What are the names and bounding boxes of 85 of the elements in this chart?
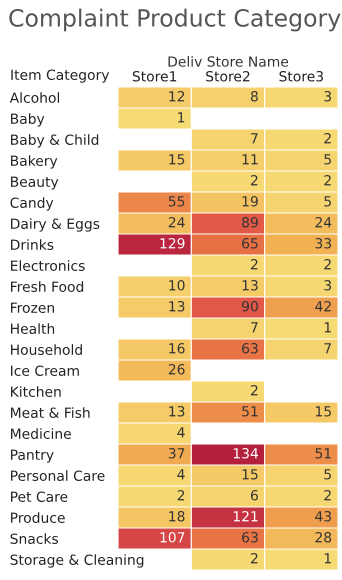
data-label: 51	[242, 406, 258, 417]
data-label: 3	[324, 280, 332, 291]
data-label: 63	[242, 532, 258, 543]
data-label: 1	[178, 112, 184, 122]
x-tick-label: Store3	[279, 71, 323, 82]
data-label: 11	[242, 154, 258, 164]
data-label: 13	[169, 301, 184, 312]
data-label: 51	[316, 448, 331, 459]
data-label: 65	[242, 238, 258, 249]
data-label: 5	[324, 469, 331, 480]
x-tick-label: Store1	[132, 71, 176, 82]
data-label: 37	[168, 448, 184, 459]
data-label: 5	[324, 196, 331, 207]
y-tick-label: Personal Care	[11, 470, 105, 481]
y-tick-label: Frozen	[11, 302, 54, 313]
y-tick-label: Snacks	[10, 533, 58, 544]
data-label: 2	[324, 175, 331, 186]
data-label: 26	[168, 364, 185, 375]
y-tick-label: Household	[11, 344, 82, 355]
y-axis-title: Item Category	[11, 70, 110, 83]
y-tick-label: Baby & Child	[11, 134, 98, 148]
data-label: 2	[324, 259, 331, 270]
y-tick-label: Pet Care	[11, 491, 68, 502]
data-label: 15	[169, 154, 184, 165]
data-label: 7	[324, 343, 331, 354]
y-tick-label: Dairy & Eggs	[11, 218, 100, 232]
data-label: 19	[242, 196, 258, 207]
data-label: 2	[250, 259, 258, 270]
data-label: 2	[250, 553, 258, 564]
data-label: 13	[242, 280, 258, 291]
data-label: 6	[250, 490, 258, 501]
data-label: 63	[242, 343, 258, 354]
data-label: 28	[315, 532, 332, 543]
y-tick-label: Pantry	[11, 450, 54, 463]
data-label: 33	[316, 238, 332, 249]
data-label: 24	[168, 217, 185, 228]
data-label: 16	[169, 343, 185, 354]
x-tick-label: Store2	[206, 71, 250, 82]
data-label: 1	[324, 553, 331, 564]
data-label: 15	[316, 406, 331, 417]
data-label: 55	[168, 196, 184, 207]
data-label: 4	[177, 469, 185, 480]
data-label: 7	[251, 133, 258, 144]
y-tick-label: Storage & Cleaning	[10, 554, 144, 568]
y-tick-label: Alcohol	[10, 92, 60, 103]
data-label: 8	[250, 91, 258, 102]
y-tick-label: Kitchen	[11, 386, 61, 397]
data-label: 2	[250, 385, 258, 396]
data-label: 129	[160, 238, 184, 249]
y-tick-label: Meat & Fish	[11, 407, 90, 418]
data-label: 24	[315, 217, 332, 228]
data-label: 121	[234, 511, 258, 522]
data-label: 42	[315, 301, 331, 312]
data-label: 2	[324, 133, 331, 144]
y-tick-label: Drinks	[11, 239, 54, 250]
data-label: 18	[169, 511, 185, 522]
data-label: 107	[160, 532, 184, 543]
data-label: 7	[251, 322, 258, 332]
data-label: 2	[250, 175, 258, 186]
data-label: 134	[234, 448, 258, 459]
chart-title: Complaint Product Category	[9, 8, 341, 32]
data-label: 2	[178, 490, 184, 500]
x-axis-title: Deliv Store Name	[168, 56, 288, 67]
y-tick-label: Produce	[11, 512, 65, 523]
data-label: 12	[169, 91, 184, 102]
data-label: 43	[315, 511, 332, 522]
y-tick-label: Fresh Food	[11, 281, 84, 292]
data-label: 5	[324, 154, 331, 165]
y-tick-label: Candy	[10, 197, 54, 211]
y-tick-label: Ice Cream	[11, 365, 79, 376]
data-label: 13	[169, 406, 184, 417]
data-label: 2	[324, 490, 331, 500]
data-label: 89	[242, 217, 258, 228]
y-tick-label: Health	[11, 323, 54, 334]
data-label: 1	[324, 322, 331, 332]
y-tick-label: Bakery	[11, 155, 58, 169]
data-label: 15	[242, 469, 258, 480]
y-tick-label: Beauty	[11, 176, 58, 190]
y-tick-label: Medicine	[11, 428, 71, 439]
data-label: 90	[242, 301, 258, 312]
data-label: 10	[169, 280, 185, 291]
y-tick-label: Electronics	[11, 260, 85, 271]
data-label: 4	[177, 427, 185, 438]
data-label: 3	[324, 91, 332, 102]
y-tick-label: Baby	[11, 113, 44, 127]
